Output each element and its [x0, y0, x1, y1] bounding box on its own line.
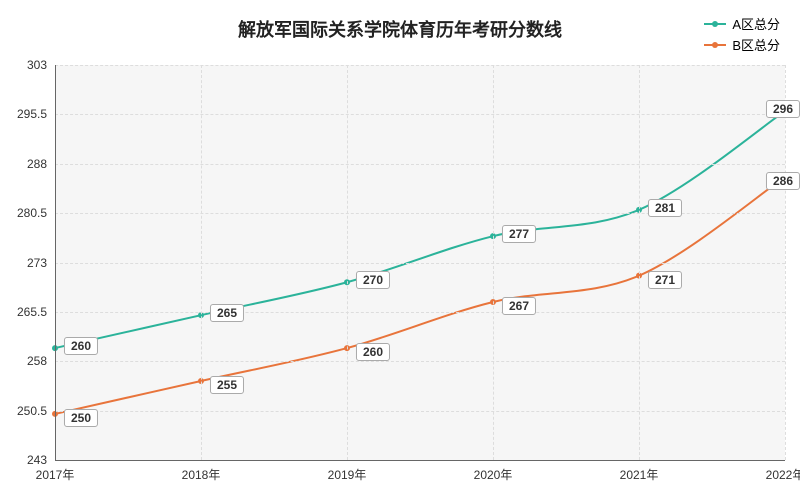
gridline-h	[55, 263, 785, 264]
data-label: 267	[502, 297, 536, 315]
x-tick-label: 2017年	[36, 460, 75, 483]
gridline-v	[201, 65, 202, 460]
x-tick-label: 2019年	[328, 460, 367, 483]
y-tick-label: 265.5	[17, 305, 55, 319]
y-tick-label: 295.5	[17, 107, 55, 121]
chart-title: 解放军国际关系学院体育历年考研分数线	[0, 16, 800, 42]
x-tick-label: 2022年	[766, 460, 800, 483]
axis-bottom	[55, 460, 785, 461]
data-label: 270	[356, 271, 390, 289]
axis-left	[55, 65, 56, 460]
y-tick-label: 258	[27, 354, 55, 368]
data-label: 281	[648, 199, 682, 217]
y-tick-label: 288	[27, 157, 55, 171]
data-label: 286	[766, 172, 800, 190]
data-label: 265	[210, 304, 244, 322]
gridline-h	[55, 164, 785, 165]
data-label: 250	[64, 409, 98, 427]
data-label: 255	[210, 376, 244, 394]
legend-swatch-a	[704, 23, 726, 25]
x-tick-label: 2020年	[474, 460, 513, 483]
gridline-h	[55, 65, 785, 66]
gridline-v	[639, 65, 640, 460]
data-label: 260	[356, 343, 390, 361]
data-label: 296	[766, 100, 800, 118]
gridline-v	[785, 65, 786, 460]
gridline-v	[347, 65, 348, 460]
legend-item-b: B区总分	[704, 35, 780, 54]
legend: A区总分 B区总分	[704, 14, 780, 56]
y-tick-label: 303	[27, 58, 55, 72]
gridline-h	[55, 361, 785, 362]
plot-area: 243250.5258265.5273280.5288295.53032017年…	[55, 65, 785, 460]
chart-container: 解放军国际关系学院体育历年考研分数线 A区总分 B区总分 243250.5258…	[0, 0, 800, 500]
legend-swatch-b	[704, 44, 726, 46]
legend-label-b: B区总分	[732, 35, 780, 54]
gridline-h	[55, 312, 785, 313]
legend-label-a: A区总分	[732, 14, 780, 33]
x-tick-label: 2018年	[182, 460, 221, 483]
y-tick-label: 280.5	[17, 206, 55, 220]
gridline-v	[493, 65, 494, 460]
gridline-h	[55, 411, 785, 412]
data-label: 271	[648, 271, 682, 289]
legend-item-a: A区总分	[704, 14, 780, 33]
gridline-h	[55, 114, 785, 115]
data-label: 260	[64, 337, 98, 355]
data-label: 277	[502, 225, 536, 243]
x-tick-label: 2021年	[620, 460, 659, 483]
y-tick-label: 273	[27, 256, 55, 270]
y-tick-label: 250.5	[17, 404, 55, 418]
